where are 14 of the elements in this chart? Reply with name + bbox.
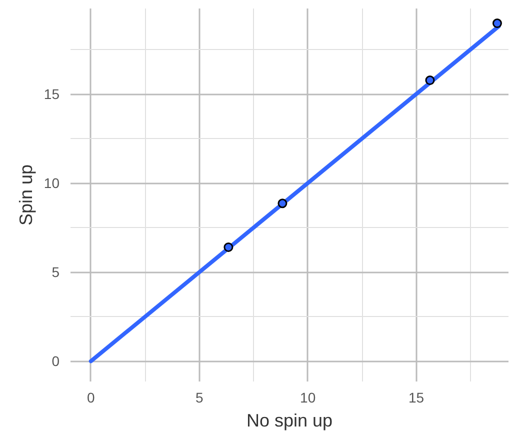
- y-tick-label: 0: [52, 353, 60, 370]
- x-tick-label: 5: [195, 390, 204, 406]
- point: [278, 198, 288, 208]
- x-tick-label: 10: [300, 390, 316, 406]
- point: [425, 76, 435, 86]
- x-tick-label: 0: [87, 390, 95, 406]
- x-tick-label: 15: [408, 390, 424, 406]
- y-tick-label: 15: [44, 86, 60, 102]
- x-axis-title: No spin up: [246, 410, 333, 430]
- y-axis-title: Spin up: [16, 164, 36, 226]
- y-tick-label: 5: [52, 264, 60, 280]
- point: [492, 18, 502, 28]
- y-tick-label: 10: [44, 175, 60, 192]
- point: [224, 242, 234, 252]
